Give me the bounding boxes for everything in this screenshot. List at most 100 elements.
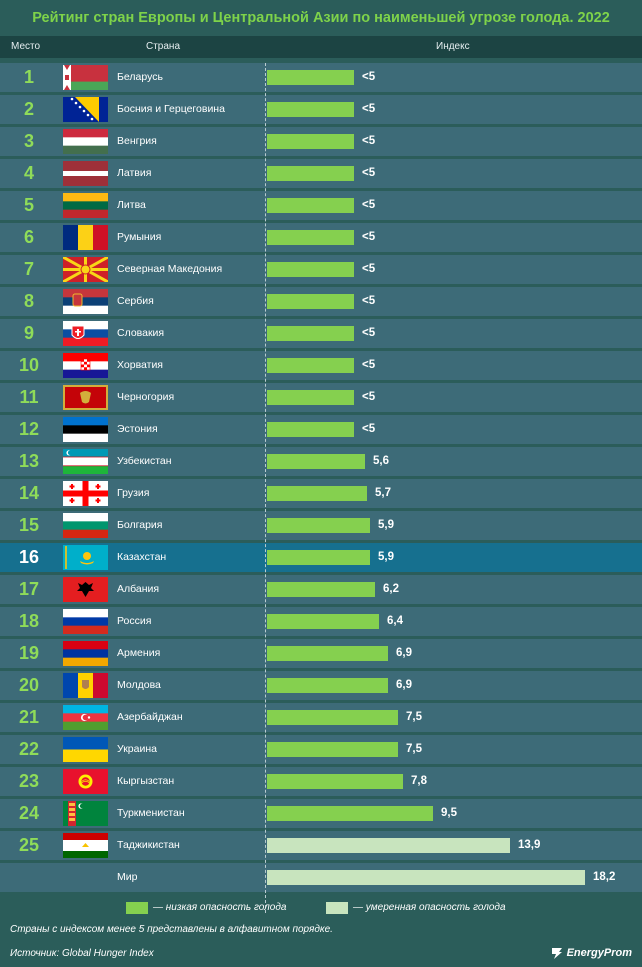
value-label: <5 [362, 167, 376, 179]
header-index: Индекс [436, 41, 470, 52]
value-label: <5 [362, 359, 376, 371]
chart-title: Рейтинг стран Европы и Центральной Азии … [32, 10, 610, 26]
table-row: 23 Кыргызстан 7,8 [0, 767, 642, 796]
rank-label: 9 [23, 323, 34, 343]
bar-bosnia [267, 102, 354, 117]
value-label: <5 [362, 263, 376, 275]
rank-label: 17 [18, 579, 40, 599]
country-label: Азербайджан [117, 711, 183, 723]
rank-label: 19 [18, 643, 40, 663]
value-label: 9,5 [441, 807, 457, 819]
country-label: Россия [117, 615, 152, 627]
bar-turkmenistan [267, 806, 433, 821]
kyrgyzstan-flag [63, 769, 108, 794]
table-row: 6 Румыния <5 [0, 223, 642, 252]
rank-label: 20 [18, 675, 40, 695]
rank-label: 11 [19, 387, 39, 407]
albania-flag [63, 577, 108, 602]
table-row: 25 Таджикистан 13,9 [0, 831, 642, 860]
country-label: Хорватия [117, 359, 163, 371]
table-row: 14 Грузия 5,7 [0, 479, 642, 508]
table-row: 19 Армения 6,9 [0, 639, 642, 668]
bar-world [267, 870, 585, 885]
rank-label: 15 [18, 515, 40, 535]
value-label: 13,9 [518, 839, 541, 851]
latvia-flag [63, 161, 108, 186]
country-label: Мир [117, 871, 138, 883]
rank-label: 13 [18, 451, 40, 471]
estonia-flag [63, 417, 108, 442]
value-label: 7,5 [406, 711, 422, 723]
rank-label: 4 [23, 163, 34, 183]
table-row: 9 Словакия <5 [0, 319, 642, 348]
country-label: Кыргызстан [117, 775, 175, 787]
armenia-flag [63, 641, 108, 666]
bar-lithuania [267, 198, 354, 213]
turkmenistan-flag [63, 801, 108, 826]
bar-estonia [267, 422, 354, 437]
rank-label: 3 [23, 131, 34, 151]
bar-tajikistan [267, 838, 510, 853]
uzbekistan-flag [63, 449, 108, 474]
legend-swatch-moderate [326, 902, 348, 914]
bar-uzbekistan [267, 454, 365, 469]
value-label: 5,6 [373, 455, 389, 467]
rank-label: 5 [23, 195, 34, 215]
rank-label [0, 863, 58, 892]
value-label: 7,5 [406, 743, 422, 755]
ukraine-flag [63, 737, 108, 762]
rank-label: 7 [23, 259, 34, 279]
country-label: Украина [117, 743, 157, 755]
table-row: 16 Казахстан 5,9 [0, 543, 642, 572]
hungary-flag [63, 129, 108, 154]
bar-serbia [267, 294, 354, 309]
belarus-flag [63, 65, 108, 90]
country-label: Литва [117, 199, 146, 211]
legend-label-moderate: — умеренная опасность голода [353, 902, 506, 913]
rank-label: 1 [23, 67, 34, 87]
bar-latvia [267, 166, 354, 181]
slovakia-flag [63, 321, 108, 346]
bar-azerbaijan [267, 710, 398, 725]
value-label: <5 [362, 423, 376, 435]
value-label: <5 [362, 295, 376, 307]
rank-label: 24 [18, 803, 40, 823]
value-label: <5 [362, 391, 376, 403]
table-row: 15 Болгария 5,9 [0, 511, 642, 540]
table-row: Мир 18,2 [0, 863, 642, 892]
value-label: 5,7 [375, 487, 391, 499]
table-row: 2 Босния и Герцеговина <5 [0, 95, 642, 124]
legend-label-low: — низкая опасность голода [153, 902, 287, 913]
table-row: 11 Черногория <5 [0, 383, 642, 412]
table-row: 21 Азербайджан 7,5 [0, 703, 642, 732]
table-row: 4 Латвия <5 [0, 159, 642, 188]
country-label: Венгрия [117, 135, 157, 147]
country-label: Узбекистан [117, 455, 172, 467]
bosnia-flag [63, 97, 108, 122]
country-label: Беларусь [117, 71, 163, 83]
bar-slovakia [267, 326, 354, 341]
rank-label: 16 [18, 547, 40, 567]
country-label: Грузия [117, 487, 150, 499]
value-label: 5,9 [378, 551, 394, 563]
rank-label: 12 [18, 419, 40, 439]
bar-albania [267, 582, 375, 597]
table-row: 10 Хорватия <5 [0, 351, 642, 380]
bulgaria-flag [63, 513, 108, 538]
rank-label: 8 [23, 291, 34, 311]
legend-swatch-low [126, 902, 148, 914]
russia-flag [63, 609, 108, 634]
source-note: Источник: Global Hunger Index [10, 948, 154, 959]
table-row: 8 Сербия <5 [0, 287, 642, 316]
bar-kyrgyzstan [267, 774, 403, 789]
lithuania-flag [63, 193, 108, 218]
rank-label: 6 [23, 227, 34, 247]
table-row: 20 Молдова 6,9 [0, 671, 642, 700]
croatia-flag [63, 353, 108, 378]
bar-romania [267, 230, 354, 245]
country-label: Таджикистан [117, 839, 180, 851]
bar-moldova [267, 678, 388, 693]
value-label: 6,9 [396, 647, 412, 659]
header-rank: Место [11, 41, 41, 52]
value-label: <5 [362, 231, 376, 243]
